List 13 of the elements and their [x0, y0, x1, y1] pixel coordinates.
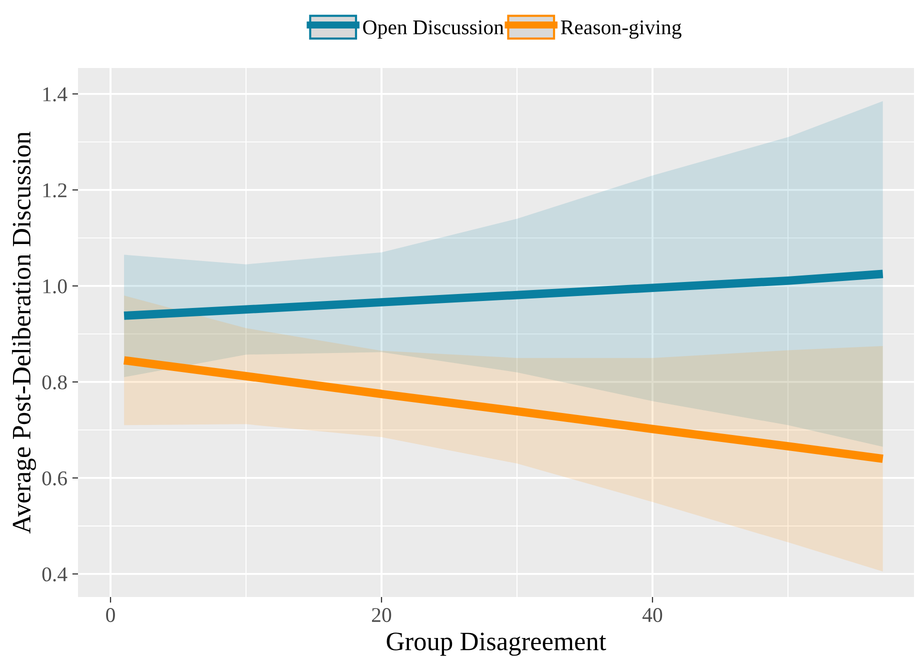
y-tick-label: 1.4: [43, 87, 68, 102]
legend-label: Reason-giving: [560, 20, 682, 39]
y-tick-label: 1.0: [43, 279, 67, 294]
y-tick-label: 0.8: [42, 375, 67, 390]
y-tick-label: 1.2: [43, 183, 66, 198]
y-tick-label: 0.6: [42, 471, 67, 486]
x-tick-label: 40: [642, 608, 662, 622]
y-axis-title: Average Post-Deliberation Discussion: [12, 132, 36, 534]
x-axis-title: Group Disagreement: [386, 632, 606, 656]
x-tick-label: 20: [372, 608, 392, 622]
y-tick-label: 0.4: [42, 567, 68, 582]
x-tick-label: 0: [106, 608, 115, 622]
legend-label: Open Discussion: [363, 20, 504, 39]
